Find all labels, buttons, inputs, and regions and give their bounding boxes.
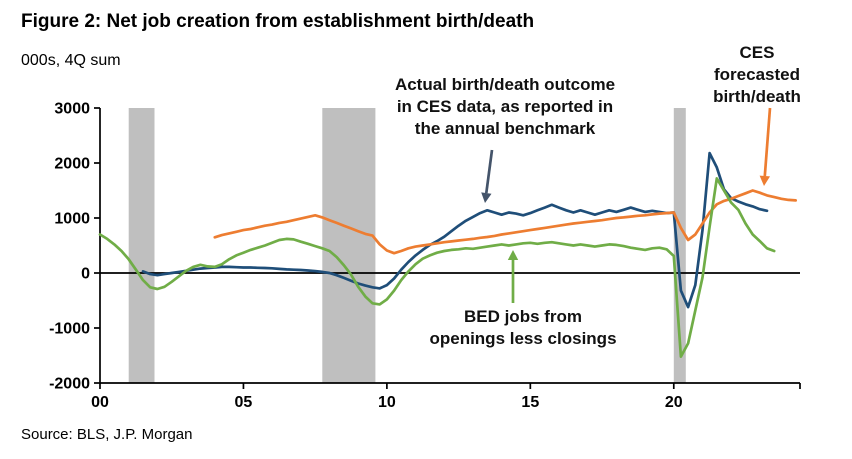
x-tick-label: 10: [378, 394, 396, 411]
recession-band: [322, 108, 376, 383]
annotation-bed-jobs: BED jobs from openings less closings: [429, 307, 617, 348]
bed-jobs-arrow-head: [507, 250, 519, 260]
figure-title: Figure 2: Net job creation from establis…: [21, 11, 535, 32]
annotation-actual-benchmark: Actual birth/death outcome in CES data, …: [394, 75, 616, 138]
ces-forecast-arrow-head: [759, 175, 770, 186]
source-note: Source: BLS, J.P. Morgan: [21, 426, 193, 443]
actual-benchmark-arrow: [484, 149, 494, 194]
x-tick-label: 05: [235, 394, 253, 411]
y-tick-label: 2000: [54, 156, 90, 173]
y-tick-label: 1000: [54, 211, 90, 228]
x-tick-label: 20: [665, 394, 683, 411]
axis-units-label: 000s, 4Q sum: [21, 52, 121, 69]
y-tick-label: -1000: [49, 321, 90, 338]
x-tick-label: 15: [521, 394, 539, 411]
actual-benchmark-arrow-head: [481, 192, 492, 203]
series-ces-forecast: [213, 189, 798, 255]
annotation-ces-forecast: CES forecasted birth/death: [713, 43, 801, 106]
recession-band: [128, 108, 155, 383]
y-tick-label: -2000: [49, 376, 90, 393]
x-tick-label: 00: [91, 394, 109, 411]
series-actual-benchmark: [141, 151, 769, 309]
ces-forecast-arrow: [763, 107, 772, 177]
series-bed-openings-closings: [98, 177, 776, 358]
y-tick-label: 0: [81, 266, 90, 283]
y-tick-label: 3000: [54, 101, 90, 118]
